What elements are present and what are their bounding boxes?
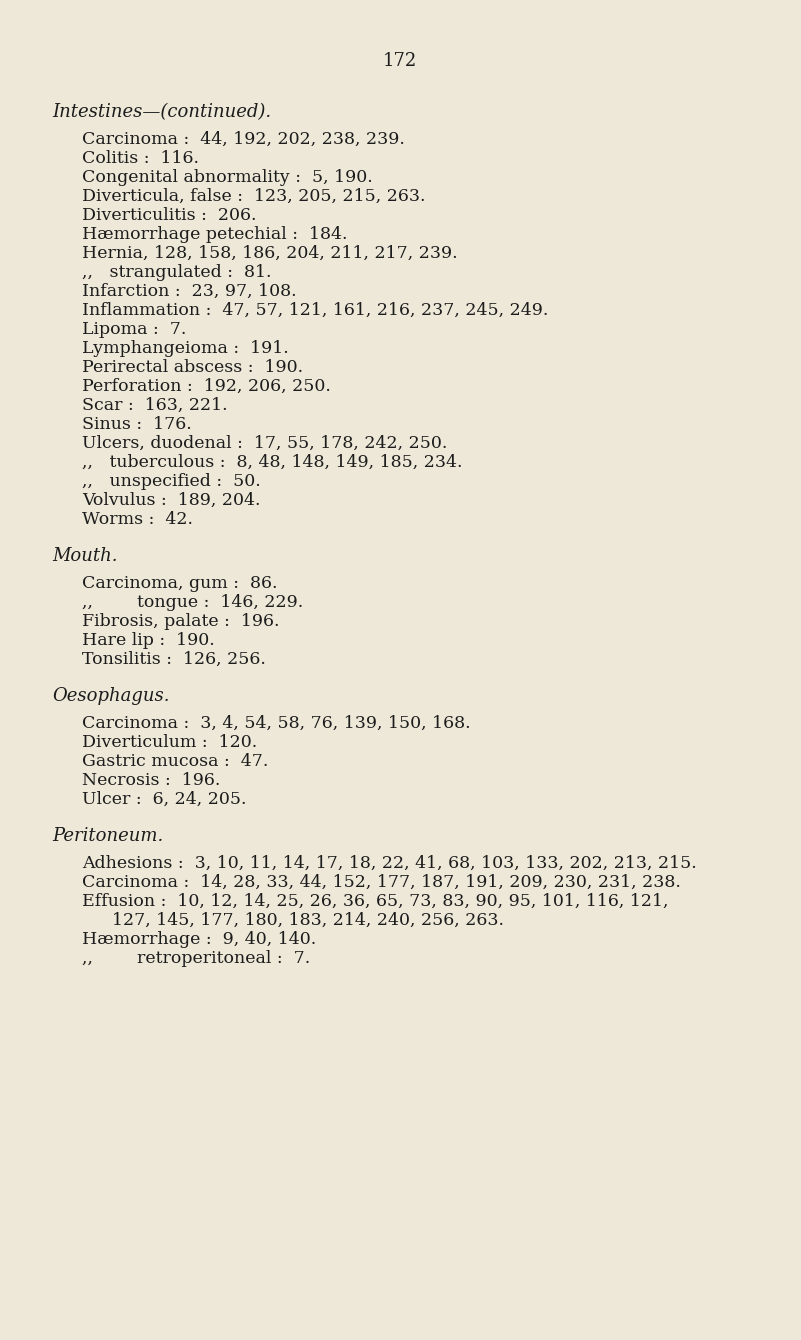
Text: Volvulus :  189, 204.: Volvulus : 189, 204. [82, 492, 260, 509]
Text: Hernia, 128, 158, 186, 204, 211, 217, 239.: Hernia, 128, 158, 186, 204, 211, 217, 23… [82, 245, 457, 263]
Text: Intestines—(continued).: Intestines—(continued). [52, 103, 271, 121]
Text: ,,   tuberculous :  8, 48, 148, 149, 185, 234.: ,, tuberculous : 8, 48, 148, 149, 185, 2… [82, 454, 462, 470]
Text: Hæmorrhage petechial :  184.: Hæmorrhage petechial : 184. [82, 226, 348, 243]
Text: ,,   strangulated :  81.: ,, strangulated : 81. [82, 264, 272, 281]
Text: Congenital abnormality :  5, 190.: Congenital abnormality : 5, 190. [82, 169, 372, 186]
Text: Fibrosis, palate :  196.: Fibrosis, palate : 196. [82, 612, 280, 630]
Text: Ulcers, duodenal :  17, 55, 178, 242, 250.: Ulcers, duodenal : 17, 55, 178, 242, 250… [82, 436, 448, 452]
Text: Diverticulitis :  206.: Diverticulitis : 206. [82, 206, 256, 224]
Text: Diverticulum :  120.: Diverticulum : 120. [82, 734, 257, 750]
Text: Infarction :  23, 97, 108.: Infarction : 23, 97, 108. [82, 283, 296, 300]
Text: Diverticula, false :  123, 205, 215, 263.: Diverticula, false : 123, 205, 215, 263. [82, 188, 425, 205]
Text: Carcinoma :  44, 192, 202, 238, 239.: Carcinoma : 44, 192, 202, 238, 239. [82, 131, 405, 147]
Text: Carcinoma :  14, 28, 33, 44, 152, 177, 187, 191, 209, 230, 231, 238.: Carcinoma : 14, 28, 33, 44, 152, 177, 18… [82, 874, 681, 891]
Text: ,,   unspecified :  50.: ,, unspecified : 50. [82, 473, 261, 490]
Text: Perforation :  192, 206, 250.: Perforation : 192, 206, 250. [82, 378, 331, 395]
Text: Ulcer :  6, 24, 205.: Ulcer : 6, 24, 205. [82, 791, 247, 808]
Text: Worms :  42.: Worms : 42. [82, 511, 193, 528]
Text: Hare lip :  190.: Hare lip : 190. [82, 632, 215, 649]
Text: Oesophagus.: Oesophagus. [52, 687, 170, 705]
Text: Necrosis :  196.: Necrosis : 196. [82, 772, 220, 789]
Text: Effusion :  10, 12, 14, 25, 26, 36, 65, 73, 83, 90, 95, 101, 116, 121,: Effusion : 10, 12, 14, 25, 26, 36, 65, 7… [82, 892, 669, 910]
Text: Carcinoma :  3, 4, 54, 58, 76, 139, 150, 168.: Carcinoma : 3, 4, 54, 58, 76, 139, 150, … [82, 716, 471, 732]
Text: ,,        retroperitoneal :  7.: ,, retroperitoneal : 7. [82, 950, 310, 967]
Text: Mouth.: Mouth. [52, 547, 118, 565]
Text: Lymphangeioma :  191.: Lymphangeioma : 191. [82, 340, 288, 356]
Text: Adhesions :  3, 10, 11, 14, 17, 18, 22, 41, 68, 103, 133, 202, 213, 215.: Adhesions : 3, 10, 11, 14, 17, 18, 22, 4… [82, 855, 697, 872]
Text: Lipoma :  7.: Lipoma : 7. [82, 322, 187, 338]
Text: Gastric mucosa :  47.: Gastric mucosa : 47. [82, 753, 268, 770]
Text: 127, 145, 177, 180, 183, 214, 240, 256, 263.: 127, 145, 177, 180, 183, 214, 240, 256, … [112, 913, 504, 929]
Text: Scar :  163, 221.: Scar : 163, 221. [82, 397, 227, 414]
Text: Inflammation :  47, 57, 121, 161, 216, 237, 245, 249.: Inflammation : 47, 57, 121, 161, 216, 23… [82, 302, 549, 319]
Text: Hæmorrhage :  9, 40, 140.: Hæmorrhage : 9, 40, 140. [82, 931, 316, 947]
Text: Perirectal abscess :  190.: Perirectal abscess : 190. [82, 359, 303, 377]
Text: Peritoneum.: Peritoneum. [52, 827, 163, 846]
Text: Tonsilitis :  126, 256.: Tonsilitis : 126, 256. [82, 651, 266, 669]
Text: ,,        tongue :  146, 229.: ,, tongue : 146, 229. [82, 594, 304, 611]
Text: Colitis :  116.: Colitis : 116. [82, 150, 199, 168]
Text: 172: 172 [383, 52, 417, 70]
Text: Carcinoma, gum :  86.: Carcinoma, gum : 86. [82, 575, 277, 592]
Text: Sinus :  176.: Sinus : 176. [82, 415, 191, 433]
